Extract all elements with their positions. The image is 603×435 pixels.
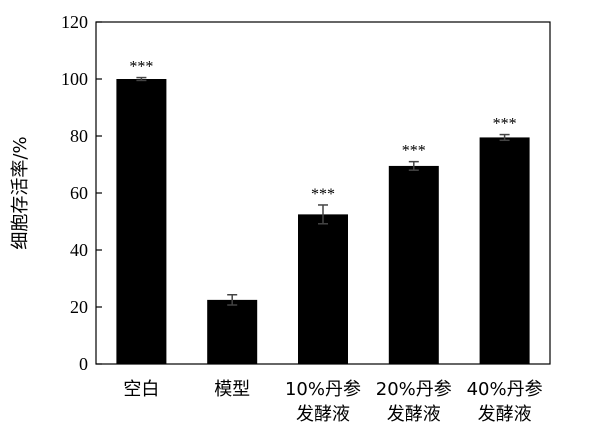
error-bar [318, 204, 328, 225]
error-bar [408, 160, 419, 171]
bar [207, 299, 258, 364]
significance-label: *** [493, 116, 517, 133]
x-tick-label: 模型 [214, 379, 250, 400]
y-tick-label: 60 [70, 183, 88, 203]
y-tick-label: 80 [70, 126, 88, 146]
y-tick-label: 120 [61, 12, 88, 32]
y-tick-label: 0 [79, 354, 88, 374]
x-tick-label: 10%丹参 [285, 379, 361, 400]
y-tick-label: 40 [70, 240, 88, 260]
bar [388, 165, 439, 364]
significance-label: *** [402, 143, 426, 160]
error-bar [227, 293, 238, 306]
significance-label: *** [129, 59, 153, 76]
bar [298, 214, 348, 364]
error-bar [499, 133, 510, 142]
bars: *** *** *** *** [116, 59, 530, 364]
x-tick-label: 空白 [123, 379, 159, 400]
bar [479, 137, 530, 364]
x-tick-label: 40%丹参 [467, 379, 543, 400]
y-tick-label: 20 [70, 297, 88, 317]
x-tick-label: 发酵液 [296, 404, 350, 425]
x-tick-label: 发酵液 [387, 404, 441, 425]
y-axis-label: 细胞存活率/% [10, 136, 31, 249]
error-bar [136, 76, 147, 82]
y-tick-label: 100 [61, 69, 88, 89]
x-tick-label: 20%丹参 [376, 379, 452, 400]
significance-label: *** [311, 186, 335, 203]
bar [116, 79, 167, 364]
x-tick-label: 发酵液 [478, 404, 532, 425]
y-axis-ticks: 0 20 40 60 80 100 120 [61, 12, 102, 374]
